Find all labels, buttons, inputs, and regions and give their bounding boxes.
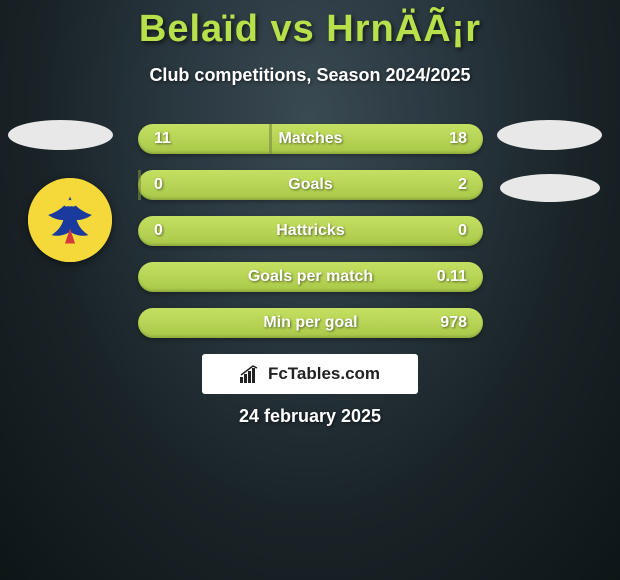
stat-right-value: 978 [427,314,467,332]
subtitle: Club competitions, Season 2024/2025 [0,65,620,86]
player2-club-badge-placeholder [500,174,600,202]
player2-photo-placeholder [497,120,602,150]
stat-row-goals-per-match: Goals per match 0.11 [138,262,483,292]
stat-row-matches: 11 Matches 18 [138,124,483,154]
player1-club-badge [28,178,112,262]
stat-row-hattricks: 0 Hattricks 0 [138,216,483,246]
attribution-text: FcTables.com [268,364,380,384]
stat-row-min-per-goal: Min per goal 978 [138,308,483,338]
page-title: Belaïd vs HrnÄÃ¡r [0,0,620,51]
stat-right-value: 0.11 [427,268,467,286]
stats-rows: 11 Matches 18 0 Goals 2 0 Hattricks 0 Go… [138,124,483,354]
date-text: 24 february 2025 [0,406,620,427]
stat-right-value: 2 [427,176,467,194]
stat-right-value: 0 [427,222,467,240]
stat-row-goals: 0 Goals 2 [138,170,483,200]
attribution-link[interactable]: FcTables.com [202,354,418,394]
player1-photo-placeholder [8,120,113,150]
stat-right-value: 18 [427,130,467,148]
chart-icon [240,365,262,383]
